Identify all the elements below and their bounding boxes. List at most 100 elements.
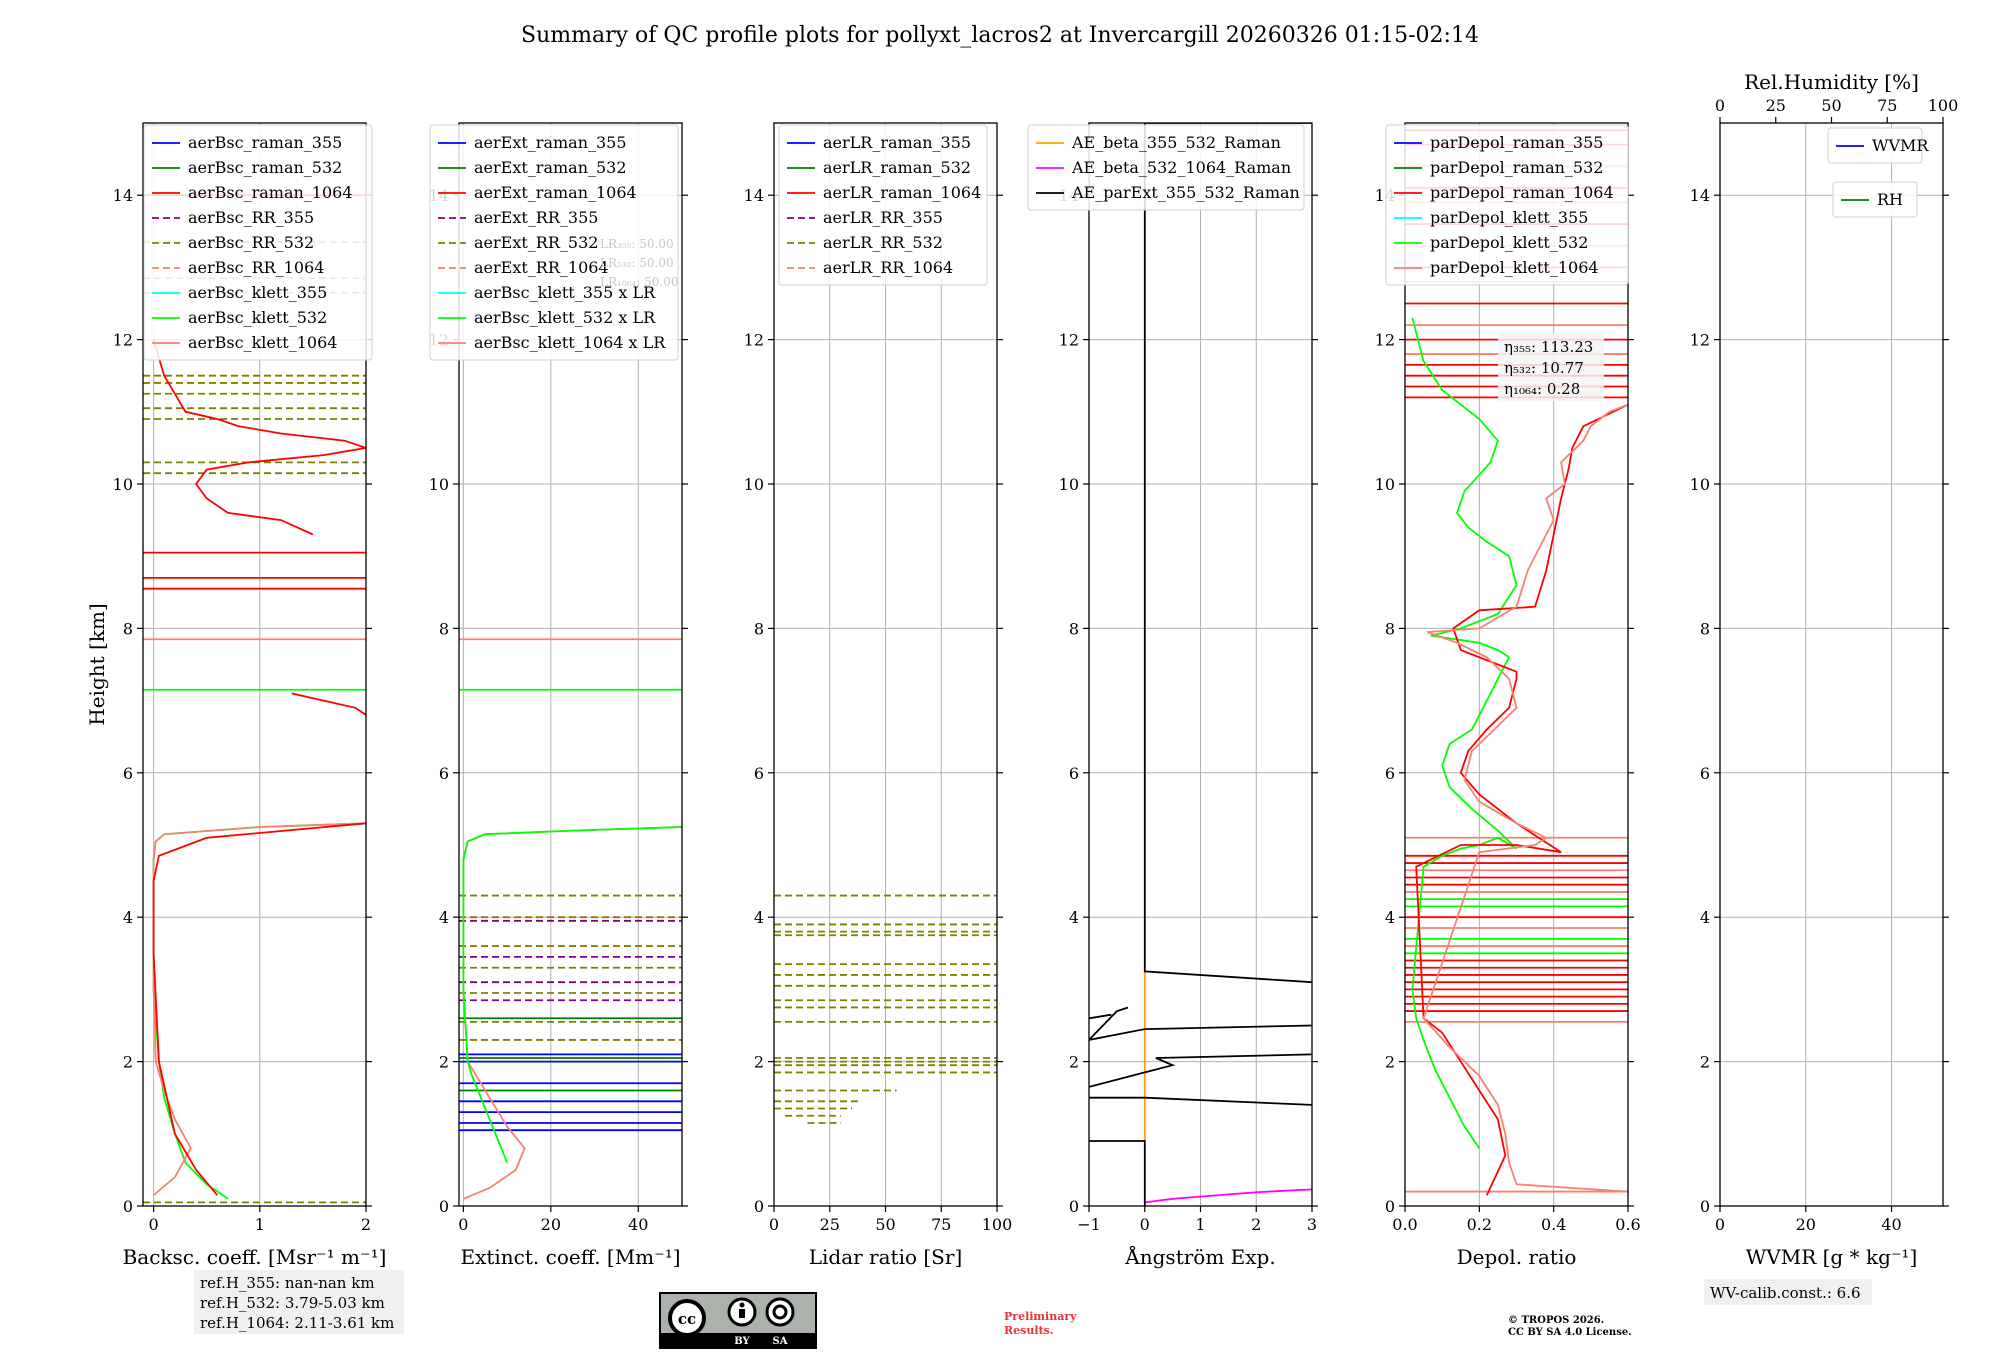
- y-tick-label: 6: [1069, 764, 1079, 783]
- top-x-tick-label: 25: [1766, 96, 1786, 115]
- lidar-ratio-label: LR₁₀₆₄: 50.00: [600, 275, 678, 289]
- legend-label: aerBsc_raman_355: [188, 133, 342, 152]
- copyright-line-2: CC BY SA 4.0 License.: [1508, 1327, 1632, 1338]
- lidar-ratio-label: LR₃₅₅: 50.00: [600, 237, 674, 251]
- x-tick-label: 40: [1881, 1215, 1901, 1234]
- legend-label: aerLR_RR_532: [823, 233, 943, 252]
- axes-frame: [458, 122, 683, 1207]
- legend-label: parDepol_klett_532: [1430, 233, 1588, 252]
- y-tick-label: 6: [1385, 764, 1395, 783]
- y-tick-label: 14: [744, 186, 764, 205]
- plot-area-lr: [774, 894, 997, 1124]
- legend-label: aerBsc_RR_355: [188, 208, 314, 227]
- legend-label: RH: [1877, 190, 1903, 209]
- y-tick-label: 6: [1700, 764, 1710, 783]
- axes-frame: [1404, 122, 1629, 1207]
- y-tick-label: 6: [439, 764, 449, 783]
- eta-label: η₅₃₂: 10.77: [1504, 359, 1584, 377]
- wv-calibration-bg: [1704, 1279, 1872, 1305]
- y-tick-label: 4: [439, 908, 449, 927]
- legend-label: aerExt_RR_1064: [474, 258, 609, 277]
- legend-label: aerBsc_klett_1064: [188, 333, 337, 352]
- legend-label: aerBsc_klett_1064 x LR: [474, 333, 666, 352]
- wv-calibration-box: WV-calib.const.: 6.6: [1704, 1279, 1872, 1305]
- ref-h-1064: ref.H_1064: 2.11-3.61 km: [200, 1314, 394, 1332]
- series-line: [1415, 403, 1628, 1196]
- cc-license-logo: cc BY SA: [659, 1292, 817, 1349]
- x-axis-label: Ångström Exp.: [1124, 1244, 1275, 1269]
- y-tick-label: 4: [1385, 908, 1395, 927]
- series-line: [152, 339, 366, 536]
- x-tick-label: 0: [1715, 1215, 1725, 1234]
- figure-title: Summary of QC profile plots for pollyxt_…: [521, 23, 1479, 48]
- x-tick-label: 50: [875, 1215, 895, 1234]
- x-tick-label: 20: [541, 1215, 561, 1234]
- x-tick-label: 0.4: [1541, 1215, 1566, 1234]
- series-line: [291, 692, 366, 716]
- legend-lr-box: [778, 124, 988, 286]
- y-tick-label: 12: [1375, 331, 1395, 350]
- legend-lr: aerLR_raman_355 aerLR_raman_532 aerLR_rama…: [778, 124, 988, 286]
- legend-label: aerBsc_raman_1064: [188, 183, 353, 202]
- y-tick-label: 6: [754, 764, 764, 783]
- x-tick-label: 25: [820, 1215, 840, 1234]
- x-axis-label: Backsc. coeff. [Msr⁻¹ m⁻¹]: [123, 1245, 387, 1269]
- x-axis-label: Extinct. coeff. [Mm⁻¹]: [460, 1245, 680, 1269]
- attribution-icon-head: [739, 1302, 745, 1308]
- legend-label: aerLR_raman_355: [823, 133, 971, 152]
- legend-wv-box: [1827, 127, 1923, 164]
- y-tick-label: 12: [113, 331, 133, 350]
- y-tick-label: 14: [113, 186, 133, 205]
- x-tick-label: 0: [458, 1215, 468, 1234]
- legend-label: aerExt_RR_355: [474, 208, 598, 227]
- x-tick-label: −1: [1077, 1215, 1101, 1234]
- y-tick-label: 14: [1690, 186, 1710, 205]
- legend2-wv-box: [1832, 181, 1918, 218]
- x-tick-label: 0: [149, 1215, 159, 1234]
- y-tick-label: 0: [1069, 1197, 1079, 1216]
- legend-depol-box: [1385, 124, 1629, 286]
- y-tick-label: 4: [1700, 908, 1710, 927]
- y-tick-label: 12: [744, 331, 764, 350]
- top-x-tick-label: 0: [1715, 96, 1725, 115]
- eta-box: [1498, 333, 1604, 401]
- legend-label: aerExt_raman_532: [474, 158, 627, 177]
- y-tick-label: 10: [1375, 475, 1395, 494]
- series-line: [1143, 123, 1312, 984]
- y-tick-label: 12: [1059, 331, 1079, 350]
- x-axis-label: Lidar ratio [Sr]: [809, 1245, 963, 1269]
- y-tick-label: 10: [1059, 475, 1079, 494]
- series-line: [152, 822, 366, 1196]
- share-alike-icon-arc: [772, 1304, 788, 1320]
- eta-label: η₃₅₅: 113.23: [1504, 338, 1593, 356]
- plot-area-ae: [1089, 123, 1312, 1206]
- series-line: [1089, 1006, 1312, 1041]
- x-tick-label: 0: [769, 1215, 779, 1234]
- y-tick-label: 10: [744, 475, 764, 494]
- y-tick-label: 0: [754, 1197, 764, 1216]
- y-tick-label: 10: [429, 475, 449, 494]
- x-tick-label: 75: [931, 1215, 951, 1234]
- x-tick-label: 1: [1195, 1215, 1205, 1234]
- legend-label: parDepol_klett_1064: [1430, 258, 1599, 277]
- cc-logo-band: [661, 1333, 815, 1347]
- panel-ae: −1012302468101214Ångström Exp.AE_beta_35…: [1027, 122, 1318, 1269]
- legend-label: aerLR_RR_355: [823, 208, 943, 227]
- lidar-ratio-label: LR₅₃₂: 50.00: [600, 256, 674, 270]
- cc-icon: [668, 1299, 706, 1337]
- legend-label: aerLR_RR_1064: [823, 258, 953, 277]
- legend-label: aerBsc_klett_355: [188, 283, 327, 302]
- x-axis-label: WVMR [g * kg⁻¹]: [1746, 1245, 1918, 1269]
- y-tick-label: 8: [1700, 619, 1710, 638]
- panel-wv: 0 20 40 0 2 4 6 8 10 12 14 WVMR [g * kg⁻¹] 0 25 50 75 10…: [1690, 70, 1959, 1269]
- legend-label: aerBsc_RR_532: [188, 233, 314, 252]
- legend-label: aerExt_RR_532: [474, 233, 598, 252]
- legend-label: aerBsc_RR_1064: [188, 258, 324, 277]
- y-tick-label: 8: [439, 619, 449, 638]
- top-x-axis-label: Rel.Humidity [%]: [1744, 70, 1919, 94]
- y-tick-label: 0: [1700, 1197, 1710, 1216]
